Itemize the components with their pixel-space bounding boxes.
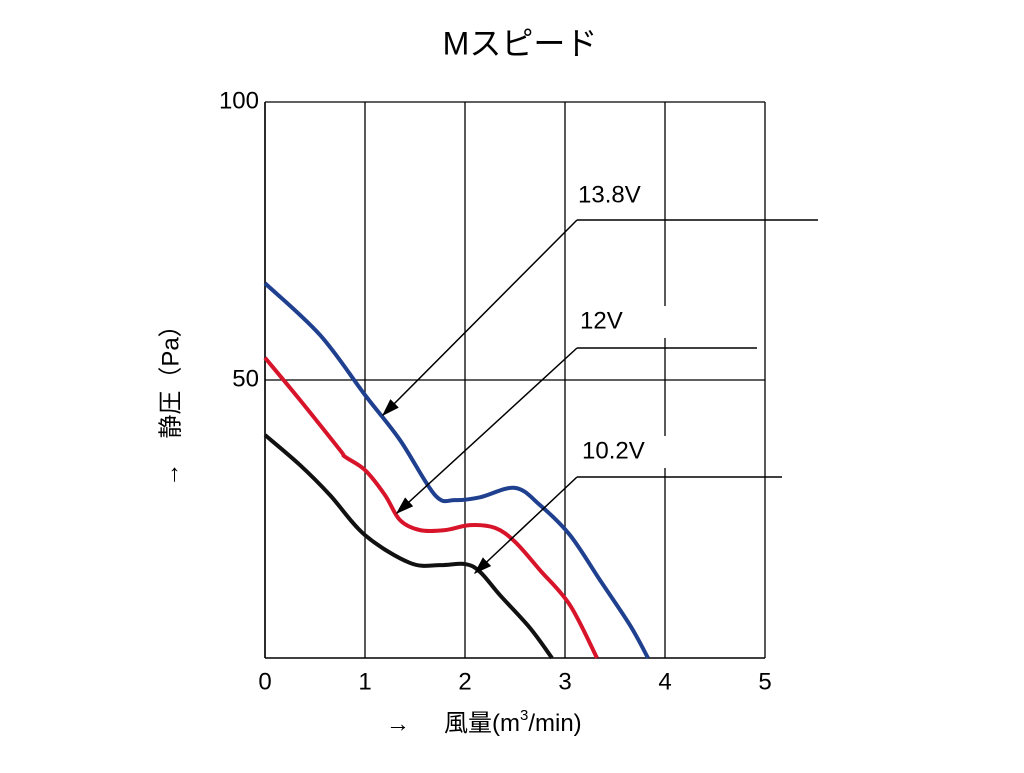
series-label: 13.8V bbox=[578, 181, 641, 208]
x-tick-label: 3 bbox=[558, 668, 571, 695]
x-tick-label: 0 bbox=[258, 668, 271, 695]
series-label: 10.2V bbox=[582, 437, 645, 464]
leader-arrow bbox=[473, 476, 578, 575]
data-line bbox=[263, 433, 554, 660]
y-tick-label: 100 bbox=[219, 87, 259, 114]
x-tick-label: 4 bbox=[658, 668, 671, 695]
data-line bbox=[263, 356, 599, 659]
label-background bbox=[578, 436, 668, 468]
series-label: 12V bbox=[580, 307, 623, 334]
label-background bbox=[574, 180, 664, 212]
x-axis-label-sup: 3 bbox=[520, 707, 528, 724]
x-tick-label: 2 bbox=[458, 668, 471, 695]
y-tick-label: 50 bbox=[232, 365, 259, 392]
data-line bbox=[263, 281, 650, 659]
x-axis-label: 風量(m3/min) bbox=[444, 707, 582, 737]
x-tick-label: 1 bbox=[358, 668, 371, 695]
chart-title: Mスピード bbox=[443, 25, 598, 61]
x-axis-label-tail: /min) bbox=[528, 710, 581, 737]
y-axis-label: → 静圧（Pa） bbox=[157, 313, 184, 486]
leader-arrow bbox=[381, 219, 578, 417]
x-axis-label-text: 風量(m bbox=[444, 710, 520, 737]
label-background bbox=[576, 306, 666, 338]
leader-arrow bbox=[395, 347, 578, 515]
x-axis-arrow: → bbox=[386, 710, 410, 737]
x-tick-label: 5 bbox=[758, 668, 771, 695]
